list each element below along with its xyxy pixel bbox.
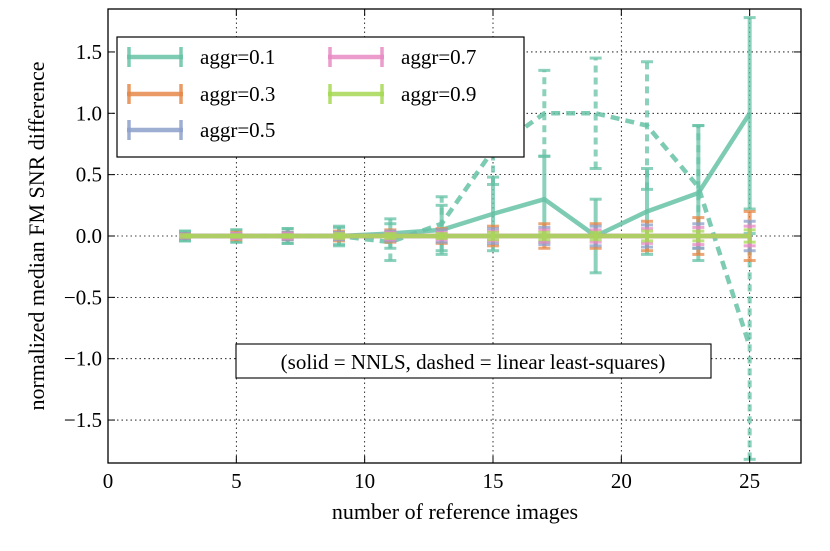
- x-tick-label: 25: [739, 469, 760, 493]
- y-tick-label: 1.0: [76, 101, 102, 125]
- annotation-text: (solid = NNLS, dashed = linear least-squ…: [281, 350, 666, 374]
- y-tick-label: 1.5: [76, 40, 102, 64]
- y-tick-label: −0.5: [64, 285, 102, 309]
- legend-label: aggr=0.5: [200, 118, 275, 142]
- x-tick-label: 5: [231, 469, 242, 493]
- legend-item: aggr=0.9: [328, 82, 476, 106]
- legend: aggr=0.1 aggr=0.3 aggr=0.5 aggr=0.7 aggr=0.9: [116, 36, 525, 158]
- legend-item: aggr=0.5: [127, 118, 275, 142]
- annotation-box: [235, 343, 712, 379]
- x-tick-label: 20: [611, 469, 632, 493]
- legend-label: aggr=0.7: [401, 45, 476, 69]
- series-layer: [179, 16, 756, 461]
- series-aggr-0-9-solid: [179, 228, 756, 244]
- y-tick-label: 0.5: [76, 163, 102, 187]
- errorbar: [589, 56, 602, 171]
- x-axis-label: number of reference images: [332, 499, 578, 524]
- y-axis-label: normalized median FM SNR difference: [24, 61, 49, 410]
- legend-items: aggr=0.1 aggr=0.3 aggr=0.5 aggr=0.7 aggr=0.9: [127, 45, 476, 142]
- annotation: (solid = NNLS, dashed = linear least-squ…: [235, 343, 712, 379]
- legend-label: aggr=0.3: [200, 82, 275, 106]
- legend-item: aggr=0.1: [127, 45, 275, 69]
- x-tick-label: 0: [103, 469, 114, 493]
- x-tick-label: 15: [483, 469, 504, 493]
- errorbar: [333, 224, 345, 248]
- legend-item: aggr=0.3: [127, 82, 275, 106]
- legend-box: [116, 36, 525, 158]
- legend-item: aggr=0.7: [328, 45, 476, 69]
- y-tick-label: −1.5: [64, 408, 102, 432]
- x-tick-label: 10: [354, 469, 375, 493]
- y-tick-label: 0.0: [76, 224, 102, 248]
- legend-label: aggr=0.9: [401, 82, 476, 106]
- y-tick-label: −1.0: [64, 347, 102, 371]
- ticks: 0 5 10 15 20 25 1.5 1.0 0.5 0.0 −0.5 −1.0 −1.5: [64, 9, 801, 493]
- legend-label: aggr=0.1: [200, 45, 275, 69]
